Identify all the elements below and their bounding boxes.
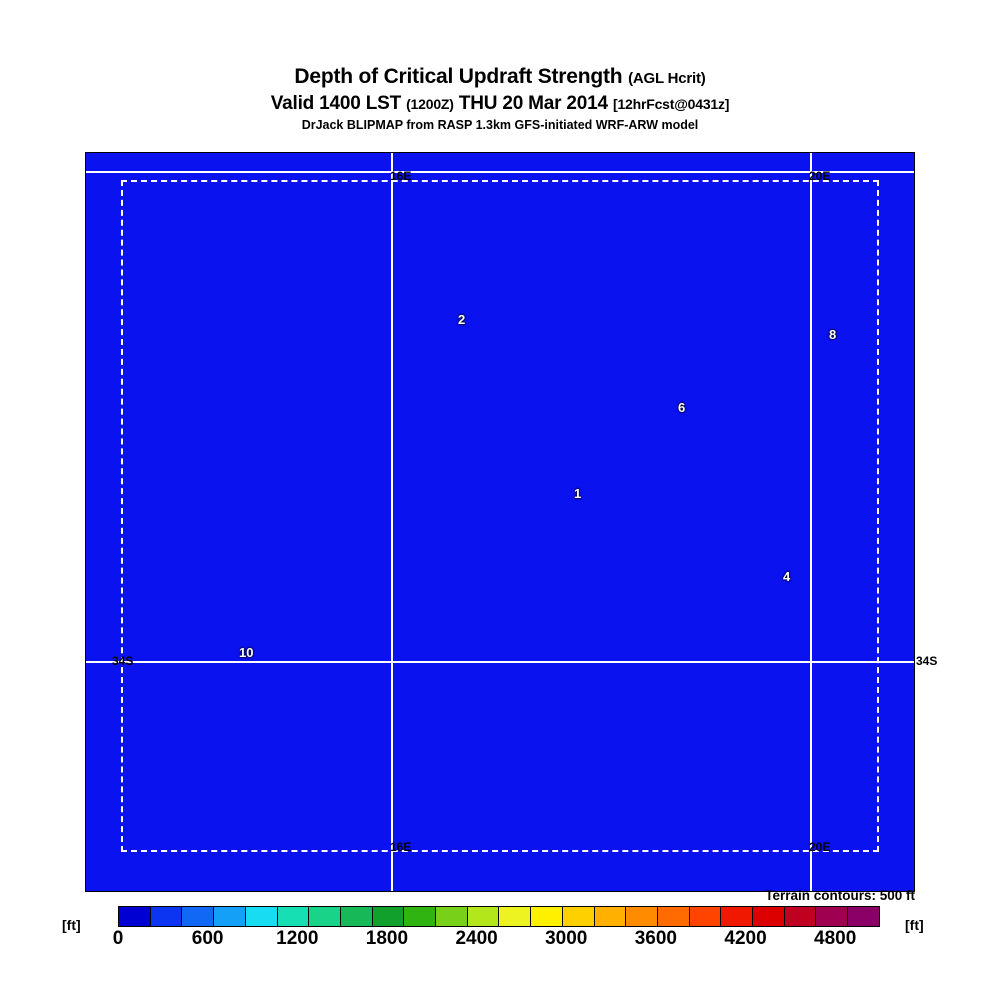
colorbar-swatch-15 bbox=[594, 907, 627, 926]
colorbar-tick-3000: 3000 bbox=[545, 928, 588, 949]
value-label-10: 10 bbox=[239, 645, 254, 660]
colorbar-swatch-4 bbox=[245, 907, 278, 926]
colorbar-tick-600: 600 bbox=[191, 928, 224, 949]
valid-date: THU 20 Mar 2014 bbox=[458, 93, 608, 114]
colorbar-swatch-0 bbox=[119, 907, 151, 926]
lat-34s-right: 34S bbox=[916, 654, 938, 668]
colorbar-swatch-10 bbox=[436, 907, 468, 926]
forecast-map-panel[interactable] bbox=[85, 152, 915, 892]
title-main: Depth of Critical Updraft Strength bbox=[294, 65, 623, 88]
colorbar-tick-1800: 1800 bbox=[365, 928, 409, 949]
graticule-lon-20e bbox=[810, 153, 812, 891]
colorbar-swatch-19 bbox=[721, 907, 754, 926]
colorbar-swatch-18 bbox=[689, 907, 722, 926]
value-label-4: 4 bbox=[783, 569, 791, 584]
colorbar-swatch-23 bbox=[848, 907, 879, 926]
colorbar-legend: [ft] [ft] 0 600 1200 1800 2400 3000 3600 4200 48… bbox=[0, 903, 1000, 953]
inner-domain-dashed-box bbox=[121, 180, 879, 852]
colorbar-swatch-6 bbox=[309, 907, 341, 926]
valid-time-local: Valid 1400 LST bbox=[270, 93, 401, 114]
colorbar-unit-left: [ft] bbox=[62, 917, 81, 933]
forecast-run-tag: [12hrFcst@0431z] bbox=[612, 96, 730, 112]
colorbar-tick-3600: 3600 bbox=[634, 928, 678, 949]
chart-title: Depth of Critical Updraft Strength (AGL … bbox=[0, 64, 1000, 92]
colorbar-swatch-11 bbox=[467, 907, 500, 926]
lon-16e-top: 16E bbox=[390, 169, 412, 183]
colorbar-swatch-12 bbox=[499, 907, 532, 926]
value-label-8: 8 bbox=[829, 327, 837, 342]
value-label-1: 1 bbox=[574, 486, 582, 501]
lon-20e-top: 20E bbox=[809, 169, 831, 183]
title-qualifier: (AGL Hcrit) bbox=[628, 70, 706, 87]
colorbar-tick-1200: 1200 bbox=[276, 928, 319, 949]
colorbar-tick-4800: 4800 bbox=[814, 928, 857, 949]
title-block: Depth of Critical Updraft Strength (AGL … bbox=[0, 64, 1000, 134]
lat-34s-left: 34S bbox=[112, 654, 134, 668]
colorbar-tick-2400: 2400 bbox=[455, 928, 498, 949]
colorbar-swatch-16 bbox=[626, 907, 658, 926]
colorbar-unit-right: [ft] bbox=[905, 917, 924, 933]
colorbar-swatch-8 bbox=[372, 907, 405, 926]
colorbar-swatch-5 bbox=[277, 907, 310, 926]
terrain-contour-note: Terrain contours: 500 ft bbox=[765, 888, 915, 903]
graticule-lat-34s bbox=[86, 661, 914, 663]
value-label-6: 6 bbox=[678, 400, 686, 415]
colorbar-tick-4200: 4200 bbox=[724, 928, 767, 949]
graticule-lat-top bbox=[86, 171, 914, 173]
valid-time-zulu: (1200Z) bbox=[406, 96, 454, 112]
lon-20e-bottom: 20E bbox=[809, 840, 831, 854]
colorbar-swatch-1 bbox=[150, 907, 183, 926]
colorbar-swatch-13 bbox=[531, 907, 563, 926]
colorbar-tick-0: 0 bbox=[112, 928, 124, 949]
colorbar-swatch-7 bbox=[340, 907, 373, 926]
colorbar-swatch-2 bbox=[182, 907, 215, 926]
graticule-lon-16e bbox=[391, 153, 393, 891]
colorbar-swatch-3 bbox=[214, 907, 246, 926]
lon-16e-bottom: 16E bbox=[390, 840, 412, 854]
colorbar-swatch-17 bbox=[657, 907, 690, 926]
colorbar-tick-labels: 0 600 1200 1800 2400 3000 3600 4200 4800 bbox=[0, 928, 1000, 952]
colorbar-swatch-9 bbox=[404, 907, 437, 926]
valid-time-line: Valid 1400 LST (1200Z) THU 20 Mar 2014 [… bbox=[0, 92, 1000, 116]
map-raster-canvas[interactable] bbox=[86, 153, 914, 891]
model-attribution: DrJack BLIPMAP from RASP 1.3km GFS-initi… bbox=[301, 118, 699, 132]
colorbar-swatch-22 bbox=[816, 907, 849, 926]
colorbar-swatch-14 bbox=[562, 907, 595, 926]
value-label-2: 2 bbox=[458, 312, 466, 327]
colorbar-swatch-21 bbox=[784, 907, 817, 926]
colorbar-swatches bbox=[118, 906, 880, 927]
colorbar-swatch-20 bbox=[753, 907, 785, 926]
